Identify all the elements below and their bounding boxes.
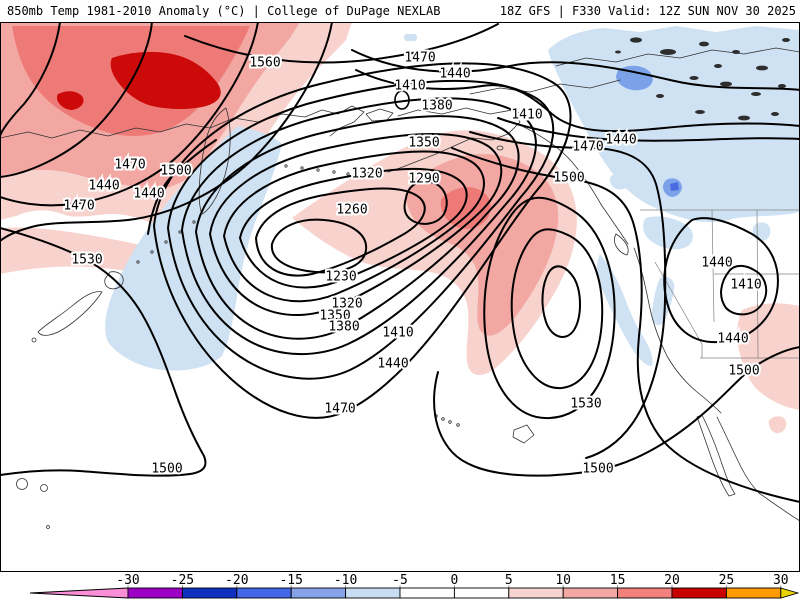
warm-anomaly-siberia-core2 bbox=[56, 91, 84, 110]
height-contours bbox=[0, 21, 800, 503]
colorbar-tick-label: -20 bbox=[225, 573, 248, 588]
contour-label: 1350 bbox=[408, 136, 439, 151]
contour-label: 1470 bbox=[63, 199, 94, 214]
state-borders bbox=[640, 209, 800, 359]
contour-label: 1440 bbox=[88, 179, 119, 194]
hawaii-islands bbox=[434, 414, 535, 444]
cold-anomaly-nwt bbox=[767, 30, 790, 48]
contour-label: 1500 bbox=[728, 364, 759, 379]
colorbar: -30 -25 -20 -15 -10 -5 0 5 10 15 20 25 30 bbox=[0, 572, 800, 600]
cold-anomaly-rockies bbox=[752, 222, 771, 242]
colorbar-segment bbox=[345, 587, 401, 599]
contour-label: 1440 bbox=[439, 67, 470, 82]
colorbar-tick-label: 30 bbox=[773, 573, 789, 588]
map-canvas: 1560 1470 1440 1410 1380 1410 1440 1470 1500 1350… bbox=[0, 21, 800, 572]
colorbar-segment bbox=[290, 587, 347, 599]
cold-anomaly-canada bbox=[548, 26, 800, 223]
colorbar-segment bbox=[236, 587, 292, 599]
cold-anomaly-greatbasin bbox=[651, 276, 675, 326]
contour-label: 1410 bbox=[511, 108, 542, 123]
colorbar-segment bbox=[181, 587, 238, 599]
gulf-alaska-coast bbox=[521, 125, 629, 245]
contour-label: 1320 bbox=[351, 167, 382, 182]
colorbar-tick-label: 5 bbox=[505, 573, 513, 588]
pacific-islands bbox=[16, 478, 50, 529]
contour-label: 1440 bbox=[133, 187, 164, 202]
contour-label: 1440 bbox=[717, 332, 748, 347]
colorbar-arrow-left bbox=[29, 587, 129, 599]
canada-lakes-islands bbox=[615, 37, 790, 121]
vancouver-island bbox=[614, 233, 629, 256]
contour-label: 1560 bbox=[249, 56, 280, 71]
colorbar-segment bbox=[399, 587, 455, 599]
colorbar-tick-label: 25 bbox=[719, 573, 735, 588]
warm-anomaly-mexico-spot bbox=[768, 416, 787, 434]
contour-label: 1290 bbox=[408, 172, 439, 187]
contour-label: 1410 bbox=[382, 326, 413, 341]
cold-anomaly-bc bbox=[643, 216, 693, 250]
colorbar-segment bbox=[671, 587, 727, 599]
contour-label: 1320 bbox=[331, 297, 362, 312]
contour-label: 1530 bbox=[570, 397, 601, 412]
kodiak-island bbox=[496, 145, 504, 151]
colorbar-tick-label: -5 bbox=[392, 573, 408, 588]
contour-label: 1440 bbox=[377, 357, 408, 372]
colorbar-tick-label: -15 bbox=[279, 573, 302, 588]
colorbar-segment bbox=[508, 587, 564, 599]
colorbar-segment bbox=[562, 587, 619, 599]
colorbar-tick-label: 0 bbox=[450, 573, 458, 588]
contour-label: 1500 bbox=[553, 171, 584, 186]
us-west-coast bbox=[633, 247, 722, 414]
contour-label: 1350 bbox=[319, 309, 350, 324]
contour-label: 1470 bbox=[404, 51, 435, 66]
contour-label: 1500 bbox=[160, 164, 191, 179]
colorbar-tick-label: -30 bbox=[116, 573, 139, 588]
cold-anomaly-bc-core2 bbox=[670, 182, 679, 191]
cold-anomaly-westcoast bbox=[597, 254, 653, 366]
cold-anomaly-canada-coast-gap bbox=[555, 122, 630, 221]
cold-anomaly-mackenzie bbox=[616, 65, 653, 91]
colorbar-tick-label: 10 bbox=[555, 573, 571, 588]
model-valid-time: 18Z GFS | F330 Valid: 12Z SUN NOV 30 202… bbox=[499, 4, 796, 18]
colorbar-tick-label: 20 bbox=[664, 573, 680, 588]
coastlines bbox=[0, 37, 800, 529]
contour-label: 1410 bbox=[394, 79, 425, 94]
kuril-islands bbox=[136, 220, 196, 264]
contour-label: 1380 bbox=[328, 320, 359, 335]
contour-label: 1440 bbox=[605, 133, 636, 148]
colorbar-segment bbox=[617, 587, 673, 599]
contour-label: 1380 bbox=[421, 99, 452, 114]
mexico-coast bbox=[758, 492, 800, 522]
contour-label: 1440 bbox=[701, 256, 732, 271]
contour-label: 1530 bbox=[71, 253, 102, 268]
cold-anomaly-bering-spot bbox=[404, 34, 417, 41]
map-title: 850mb Temp 1981-2010 Anomaly (°C) | Coll… bbox=[7, 4, 441, 18]
baja-coast bbox=[696, 414, 736, 497]
contour-label: 1410 bbox=[730, 278, 761, 293]
contour-label: 1470 bbox=[114, 158, 145, 173]
colorbar-tick-label: -25 bbox=[171, 573, 194, 588]
contour-label: 1260 bbox=[336, 203, 367, 218]
contour-label: 1230 bbox=[325, 270, 356, 285]
warm-anomaly-texas bbox=[737, 303, 800, 410]
colorbar-segment bbox=[725, 587, 782, 599]
colorbar-svg: -30 -25 -20 -15 -10 -5 0 5 10 15 20 25 30 bbox=[29, 573, 800, 599]
cold-anomaly-spot1 bbox=[609, 172, 630, 190]
colorbar-tick-label: 15 bbox=[610, 573, 626, 588]
contour-label: 1470 bbox=[324, 402, 355, 417]
contour-label: 1500 bbox=[151, 462, 182, 477]
alaska-coast bbox=[365, 108, 394, 122]
contour-label: 1500 bbox=[582, 462, 613, 477]
contour-labels-layer: 1560 147014401410138014101440147015001350… bbox=[61, 49, 763, 479]
title-bar: 850mb Temp 1981-2010 Anomaly (°C) | Coll… bbox=[0, 0, 800, 22]
contour-label: 1470 bbox=[572, 140, 603, 155]
colorbar-tick-label: -10 bbox=[334, 573, 357, 588]
map-svg: 1560 147014401410138014101440147015001350… bbox=[0, 21, 800, 572]
colorbar-arrow-right bbox=[780, 587, 800, 599]
colorbar-segment bbox=[453, 587, 510, 599]
colorbar-segment bbox=[127, 587, 183, 599]
